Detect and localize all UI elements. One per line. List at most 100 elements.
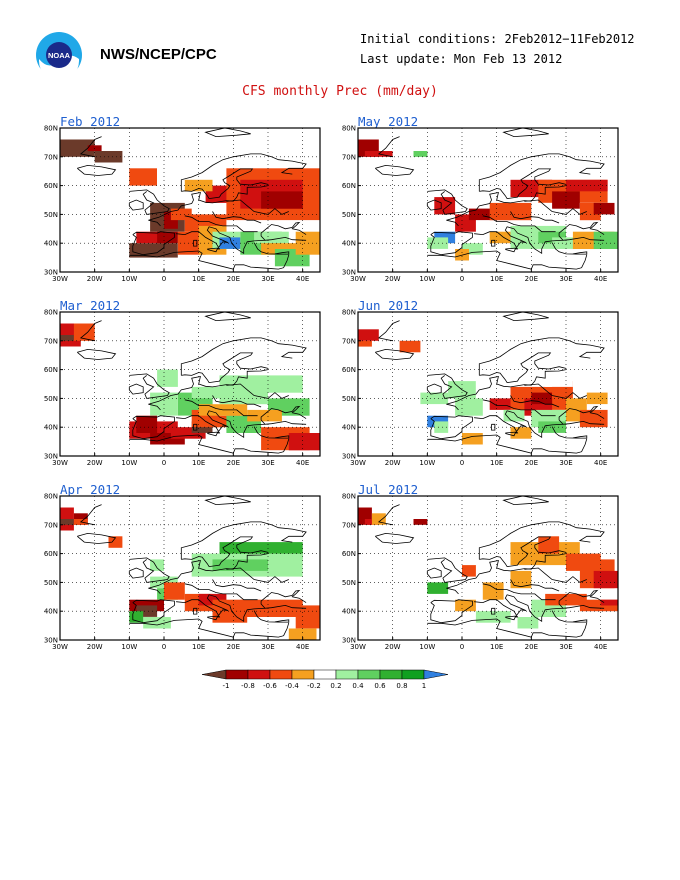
- map-frame: [357, 127, 619, 273]
- coastline: [253, 610, 290, 623]
- lat-label: 50N: [342, 579, 356, 587]
- coastline: [184, 215, 258, 233]
- anomaly-cell: [143, 617, 171, 629]
- coastline: [264, 420, 307, 425]
- colorbar-swatch: [401, 669, 425, 680]
- lon-label: 10W: [121, 643, 137, 651]
- coastline: [562, 420, 605, 425]
- lon-label: 10E: [490, 643, 503, 651]
- coastline: [129, 373, 170, 399]
- lon-label: 20E: [525, 459, 538, 467]
- coastline: [181, 536, 269, 568]
- lon-label: 0: [162, 275, 166, 283]
- lon-label: 30W: [52, 275, 68, 283]
- map-panel: May 2012 80N 70N 60N 50N 40N 30N 30W 20W 10W 0 10E 2…: [338, 114, 638, 289]
- lon-label: 30E: [559, 459, 572, 467]
- coastline: [132, 599, 175, 624]
- panel-title: May 2012: [358, 114, 419, 129]
- lat-label: 30N: [44, 637, 58, 645]
- coastline: [430, 231, 473, 256]
- colorbar-label: 0.6: [374, 682, 386, 690]
- coastline: [181, 352, 269, 384]
- colorbar-swatch: [357, 669, 381, 680]
- initial-conditions: Initial conditions: 2Feb2012−11Feb2012: [360, 32, 635, 46]
- lat-label: 50N: [342, 211, 356, 219]
- coastline: [474, 405, 605, 439]
- coastline: [562, 604, 605, 609]
- coastline: [479, 352, 567, 384]
- lat-label: 60N: [342, 366, 356, 374]
- anomaly-cell: [427, 237, 449, 249]
- lon-label: 0: [460, 459, 464, 467]
- coastline: [479, 536, 567, 568]
- coastline: [479, 168, 567, 200]
- anomaly-cell: [462, 565, 476, 577]
- anomaly-cell: [579, 599, 618, 612]
- anomaly-cell: [288, 433, 320, 451]
- colorbar-max-arrow: [423, 669, 449, 680]
- lat-label: 40N: [342, 608, 356, 616]
- coastline: [426, 567, 442, 579]
- lon-label: 10W: [419, 643, 435, 651]
- lat-label: 70N: [44, 153, 58, 161]
- coastline: [482, 399, 556, 417]
- lon-label: 30E: [261, 459, 274, 467]
- anomaly-cell: [136, 231, 164, 244]
- coastline: [176, 221, 307, 255]
- anomaly-cell: [157, 369, 178, 387]
- lat-label: 70N: [342, 521, 356, 529]
- coastline: [212, 211, 262, 224]
- coastline: [264, 604, 307, 609]
- coastline: [505, 431, 517, 437]
- lon-label: 30E: [261, 275, 274, 283]
- anomaly-cell: [268, 599, 303, 617]
- colorbar-label: -0.2: [307, 682, 321, 690]
- lon-label: 30W: [350, 459, 366, 467]
- lat-label: 40N: [44, 608, 58, 616]
- coastline: [446, 185, 567, 227]
- lat-label: 80N: [342, 493, 356, 501]
- anomaly-cell: [212, 559, 268, 571]
- coastline: [491, 239, 496, 247]
- colorbar-swatch: [335, 669, 359, 680]
- lon-label: 30W: [350, 275, 366, 283]
- anomaly-cell: [462, 243, 483, 255]
- lat-label: 80N: [342, 125, 356, 133]
- colorbar-swatch: [379, 669, 403, 680]
- map-panel: Feb 2012 80N 70N 60N 50N 40N 30N 30W 20W 10W 0 10E 2…: [40, 114, 340, 289]
- coastline: [491, 423, 496, 431]
- anomaly-cell: [164, 582, 185, 600]
- coastline: [524, 383, 587, 399]
- anomaly-cell: [295, 231, 320, 255]
- anomaly-cell: [593, 570, 618, 589]
- panel-title: Mar 2012: [60, 298, 121, 313]
- lat-label: 50N: [44, 395, 58, 403]
- lon-label: 0: [162, 459, 166, 467]
- lat-label: 40N: [44, 240, 58, 248]
- coastline: [253, 426, 290, 439]
- coastline: [180, 153, 307, 192]
- coastline: [204, 128, 251, 138]
- coastline: [193, 239, 198, 247]
- lon-label: 0: [162, 643, 166, 651]
- lon-label: 10E: [490, 459, 503, 467]
- anomaly-cell: [510, 570, 532, 589]
- coastline: [427, 189, 468, 215]
- map-panel: Apr 2012 80N 70N 60N 50N 40N 30N 30W 20W 10W 0 10E 2…: [40, 482, 340, 657]
- anomaly-cell: [413, 151, 428, 157]
- lon-label: 20W: [87, 275, 103, 283]
- lat-label: 80N: [44, 125, 58, 133]
- anomaly-cell: [545, 375, 573, 387]
- anomaly-cell: [136, 415, 158, 433]
- coastline: [77, 348, 117, 360]
- lon-label: 20W: [385, 275, 401, 283]
- anomaly-cell: [517, 617, 539, 629]
- anomaly-cell: [247, 409, 282, 422]
- coastline: [181, 168, 269, 200]
- map-frame: [357, 311, 619, 457]
- lon-label: 40E: [594, 275, 607, 283]
- coastline: [204, 312, 251, 322]
- lat-label: 30N: [44, 453, 58, 461]
- coastline: [551, 610, 588, 623]
